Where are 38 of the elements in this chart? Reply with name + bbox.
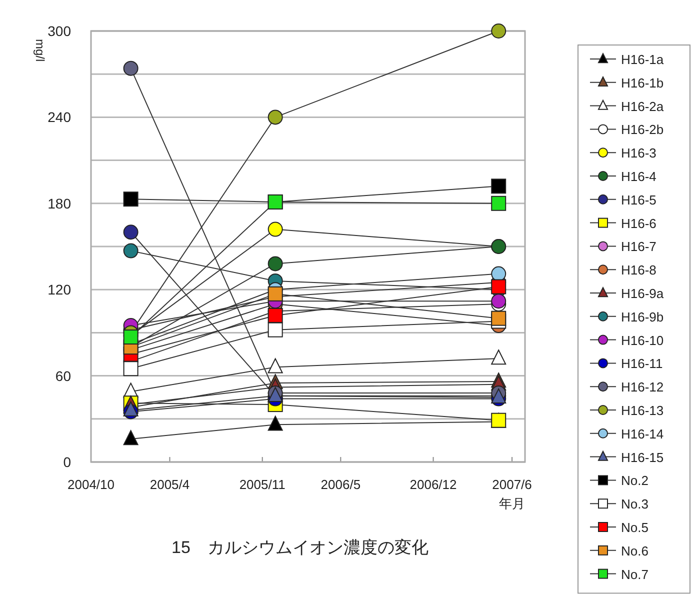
x-tick-label: 2005/4	[150, 477, 190, 492]
legend-label: No.3	[621, 496, 648, 512]
legend-label: H16-3	[621, 146, 656, 161]
x-tick-label: 2006/12	[410, 477, 457, 492]
legend-label: H16-1b	[621, 75, 664, 90]
y-tick-label: 0	[63, 454, 72, 470]
y-axis-title: mg/l	[33, 39, 47, 62]
legend-label: H16-4	[621, 169, 656, 184]
y-tick-label: 300	[48, 23, 72, 39]
legend-label: H16-6	[621, 216, 656, 231]
legend-label: No.5	[621, 520, 648, 535]
x-tick-label: 2005/11	[239, 477, 286, 492]
y-tick-label: 60	[55, 368, 72, 384]
y-tick-label: 180	[48, 195, 72, 212]
text: 15 カルシウムイオン濃度の変化	[172, 538, 428, 557]
legend-label: No.7	[621, 566, 648, 582]
legend-label: H16-15	[621, 450, 664, 465]
legend-label: H16-2b	[621, 122, 664, 138]
legend-label: H16-9b	[621, 309, 664, 324]
legend-label: H16-9a	[621, 286, 664, 301]
x-axis-title: 年月	[499, 496, 526, 511]
legend-label: No.6	[621, 543, 648, 558]
legend-label: H16-13	[621, 403, 664, 418]
y-tick-label: 120	[48, 282, 72, 298]
legend-label: H16-5	[621, 192, 656, 208]
legend-label: No.2	[621, 473, 648, 488]
legend-label: H16-11	[621, 356, 663, 372]
x-tick-label: 2004/10	[68, 477, 114, 492]
x-tick-label: 2007/6	[492, 477, 532, 492]
x-tick-label: 2006/5	[320, 477, 361, 492]
legend-label: H16-2a	[621, 98, 664, 114]
legend-label: H16-1a	[621, 52, 664, 67]
legend-label: H16-12	[621, 380, 664, 395]
legend-label: H16-10	[621, 332, 664, 348]
legend-label: H16-7	[621, 239, 656, 254]
legend-label: H16-14	[621, 426, 664, 442]
y-tick-label: 240	[48, 109, 72, 126]
legend-label: H16-8	[621, 262, 656, 278]
